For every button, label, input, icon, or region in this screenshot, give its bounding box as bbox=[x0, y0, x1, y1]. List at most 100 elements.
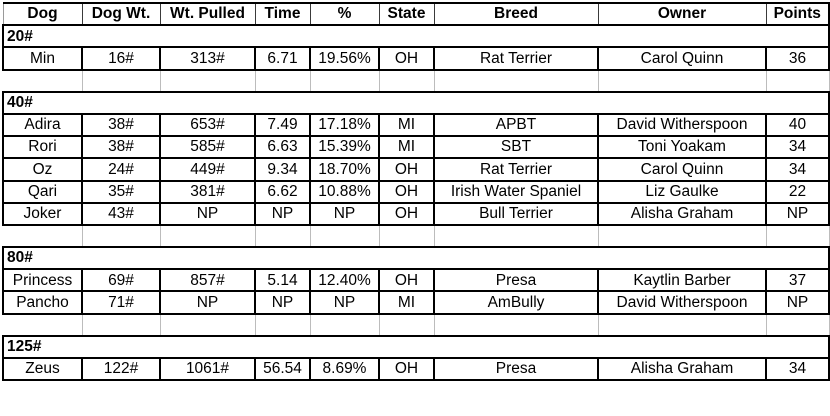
result-cell: 69# bbox=[81, 268, 161, 293]
result-cell: Rori bbox=[2, 135, 83, 160]
weight-class-section-row: 80# bbox=[2, 246, 830, 271]
weight-class-label: 40# bbox=[2, 90, 830, 115]
result-cell: Bull Terrier bbox=[433, 201, 599, 226]
column-header: Breed bbox=[433, 1, 599, 27]
column-header: Time bbox=[254, 1, 311, 27]
result-cell: NP bbox=[309, 201, 380, 226]
spacer-cell bbox=[597, 69, 767, 93]
result-cell: 6.62 bbox=[254, 179, 311, 204]
result-cell: Rat Terrier bbox=[433, 46, 599, 71]
header-row: Dog Dog Wt. Wt. Pulled Time% State Breed Owner… bbox=[2, 1, 830, 27]
result-cell: NP bbox=[765, 290, 830, 315]
result-cell: Toni Yoakam bbox=[597, 135, 767, 160]
result-cell: 10.88% bbox=[309, 179, 380, 204]
result-cell: OH bbox=[378, 268, 435, 293]
spacer-cell bbox=[81, 313, 161, 337]
result-cell: Presa bbox=[433, 356, 599, 382]
result-cell: Alisha Graham bbox=[597, 201, 767, 226]
result-cell: 40 bbox=[765, 112, 830, 138]
result-cell: 37 bbox=[765, 268, 830, 293]
result-cell: Rat Terrier bbox=[433, 157, 599, 182]
column-header: State bbox=[378, 1, 435, 27]
result-cell: 122# bbox=[81, 356, 161, 382]
result-cell: 857# bbox=[159, 268, 256, 293]
result-cell: 8.69% bbox=[309, 356, 380, 382]
result-cell: Carol Quinn bbox=[597, 46, 767, 71]
result-cell: OH bbox=[378, 46, 435, 71]
result-cell: NP bbox=[765, 201, 830, 226]
result-cell: AmBully bbox=[433, 290, 599, 315]
column-header: Dog Wt. bbox=[81, 1, 161, 27]
result-cell: APBT bbox=[433, 112, 599, 138]
result-cell: 43# bbox=[81, 201, 161, 226]
result-cell: Zeus bbox=[2, 356, 83, 382]
spacer-cell bbox=[309, 313, 380, 337]
result-cell: NP bbox=[159, 201, 256, 226]
spacer-row bbox=[3, 224, 830, 248]
result-cell: 36 bbox=[765, 46, 830, 71]
result-cell: Princess bbox=[2, 268, 83, 293]
result-cell: Qari bbox=[2, 179, 83, 204]
spacer-cell bbox=[765, 313, 830, 337]
spacer-cell bbox=[433, 313, 599, 337]
result-cell: David Witherspoon bbox=[597, 112, 767, 138]
result-cell: Pancho bbox=[2, 290, 83, 315]
result-cell: 34 bbox=[765, 356, 830, 382]
result-cell: 71# bbox=[81, 290, 161, 315]
spacer-cell bbox=[378, 224, 435, 248]
result-cell: 22 bbox=[765, 179, 830, 204]
result-cell: 5.14 bbox=[254, 268, 311, 293]
result-cell: OH bbox=[378, 201, 435, 226]
result-cell: MI bbox=[378, 135, 435, 160]
result-cell: 34 bbox=[765, 157, 830, 182]
result-cell: Liz Gaulke bbox=[597, 179, 767, 204]
result-cell: SBT bbox=[433, 135, 599, 160]
spacer-cell bbox=[378, 313, 435, 337]
result-cell: 38# bbox=[81, 135, 161, 160]
weight-pull-results-table: Dog Dog Wt. Wt. Pulled Time% State Breed Owner… bbox=[2, 1, 830, 382]
weight-class-section-row: 20# bbox=[2, 24, 830, 49]
weight-class-label: 20# bbox=[2, 24, 830, 49]
spacer-cell bbox=[81, 224, 161, 248]
weight-class-section-row: 125# bbox=[2, 334, 830, 360]
result-cell: David Witherspoon bbox=[597, 290, 767, 315]
column-header: Wt. Pulled bbox=[159, 1, 256, 27]
result-cell: 449# bbox=[159, 157, 256, 182]
result-cell: 38# bbox=[81, 112, 161, 138]
spacer-cell bbox=[159, 69, 256, 93]
results-body: 20# Min 16# 313# 6.71 19.56% OH Rat Terrier Caro… bbox=[2, 24, 830, 382]
result-cell: NP bbox=[309, 290, 380, 315]
weight-class-label: 125# bbox=[2, 334, 830, 360]
result-cell: 9.34 bbox=[254, 157, 311, 182]
spacer-cell bbox=[159, 224, 256, 248]
spacer-cell bbox=[159, 313, 256, 337]
result-cell: Irish Water Spaniel bbox=[433, 179, 599, 204]
result-cell: 17.18% bbox=[309, 112, 380, 138]
spacer-cell bbox=[3, 69, 83, 93]
column-header: Owner bbox=[597, 1, 767, 27]
result-cell: 381# bbox=[159, 179, 256, 204]
result-cell: MI bbox=[378, 290, 435, 315]
spacer-cell bbox=[81, 69, 161, 93]
result-cell: Joker bbox=[2, 201, 83, 226]
result-cell: Kaytlin Barber bbox=[597, 268, 767, 293]
result-cell: 56.54 bbox=[254, 356, 311, 382]
result-cell: Adira bbox=[2, 112, 83, 138]
column-header: % bbox=[309, 1, 380, 27]
weight-class-label: 80# bbox=[2, 246, 830, 271]
spacer-cell bbox=[309, 224, 380, 248]
result-cell: 24# bbox=[81, 157, 161, 182]
result-row: Pancho 71# NP NP NP MI AmBully David Witherspoo… bbox=[2, 290, 830, 315]
result-cell: 18.70% bbox=[309, 157, 380, 182]
result-row: Qari 35# 381# 6.62 10.88% OH Irish Water Spani… bbox=[2, 179, 830, 204]
result-row: Min 16# 313# 6.71 19.56% OH Rat Terrier Carol Q… bbox=[2, 46, 830, 71]
spacer-cell bbox=[433, 69, 599, 93]
result-cell: 16# bbox=[81, 46, 161, 71]
result-cell: 6.63 bbox=[254, 135, 311, 160]
result-cell: 12.40% bbox=[309, 268, 380, 293]
result-row: Oz 24# 449# 9.34 18.70% OH Rat Terrier Carol Qu… bbox=[2, 157, 830, 182]
weight-pull-sheet: Dog Dog Wt. Wt. Pulled Time% State Breed Owner… bbox=[2, 1, 830, 382]
weight-class-section-row: 40# bbox=[2, 90, 830, 115]
result-row: Joker 43# NP NP NP OH Bull Terrier Alisha Graha… bbox=[2, 201, 830, 226]
spacer-cell bbox=[433, 224, 599, 248]
